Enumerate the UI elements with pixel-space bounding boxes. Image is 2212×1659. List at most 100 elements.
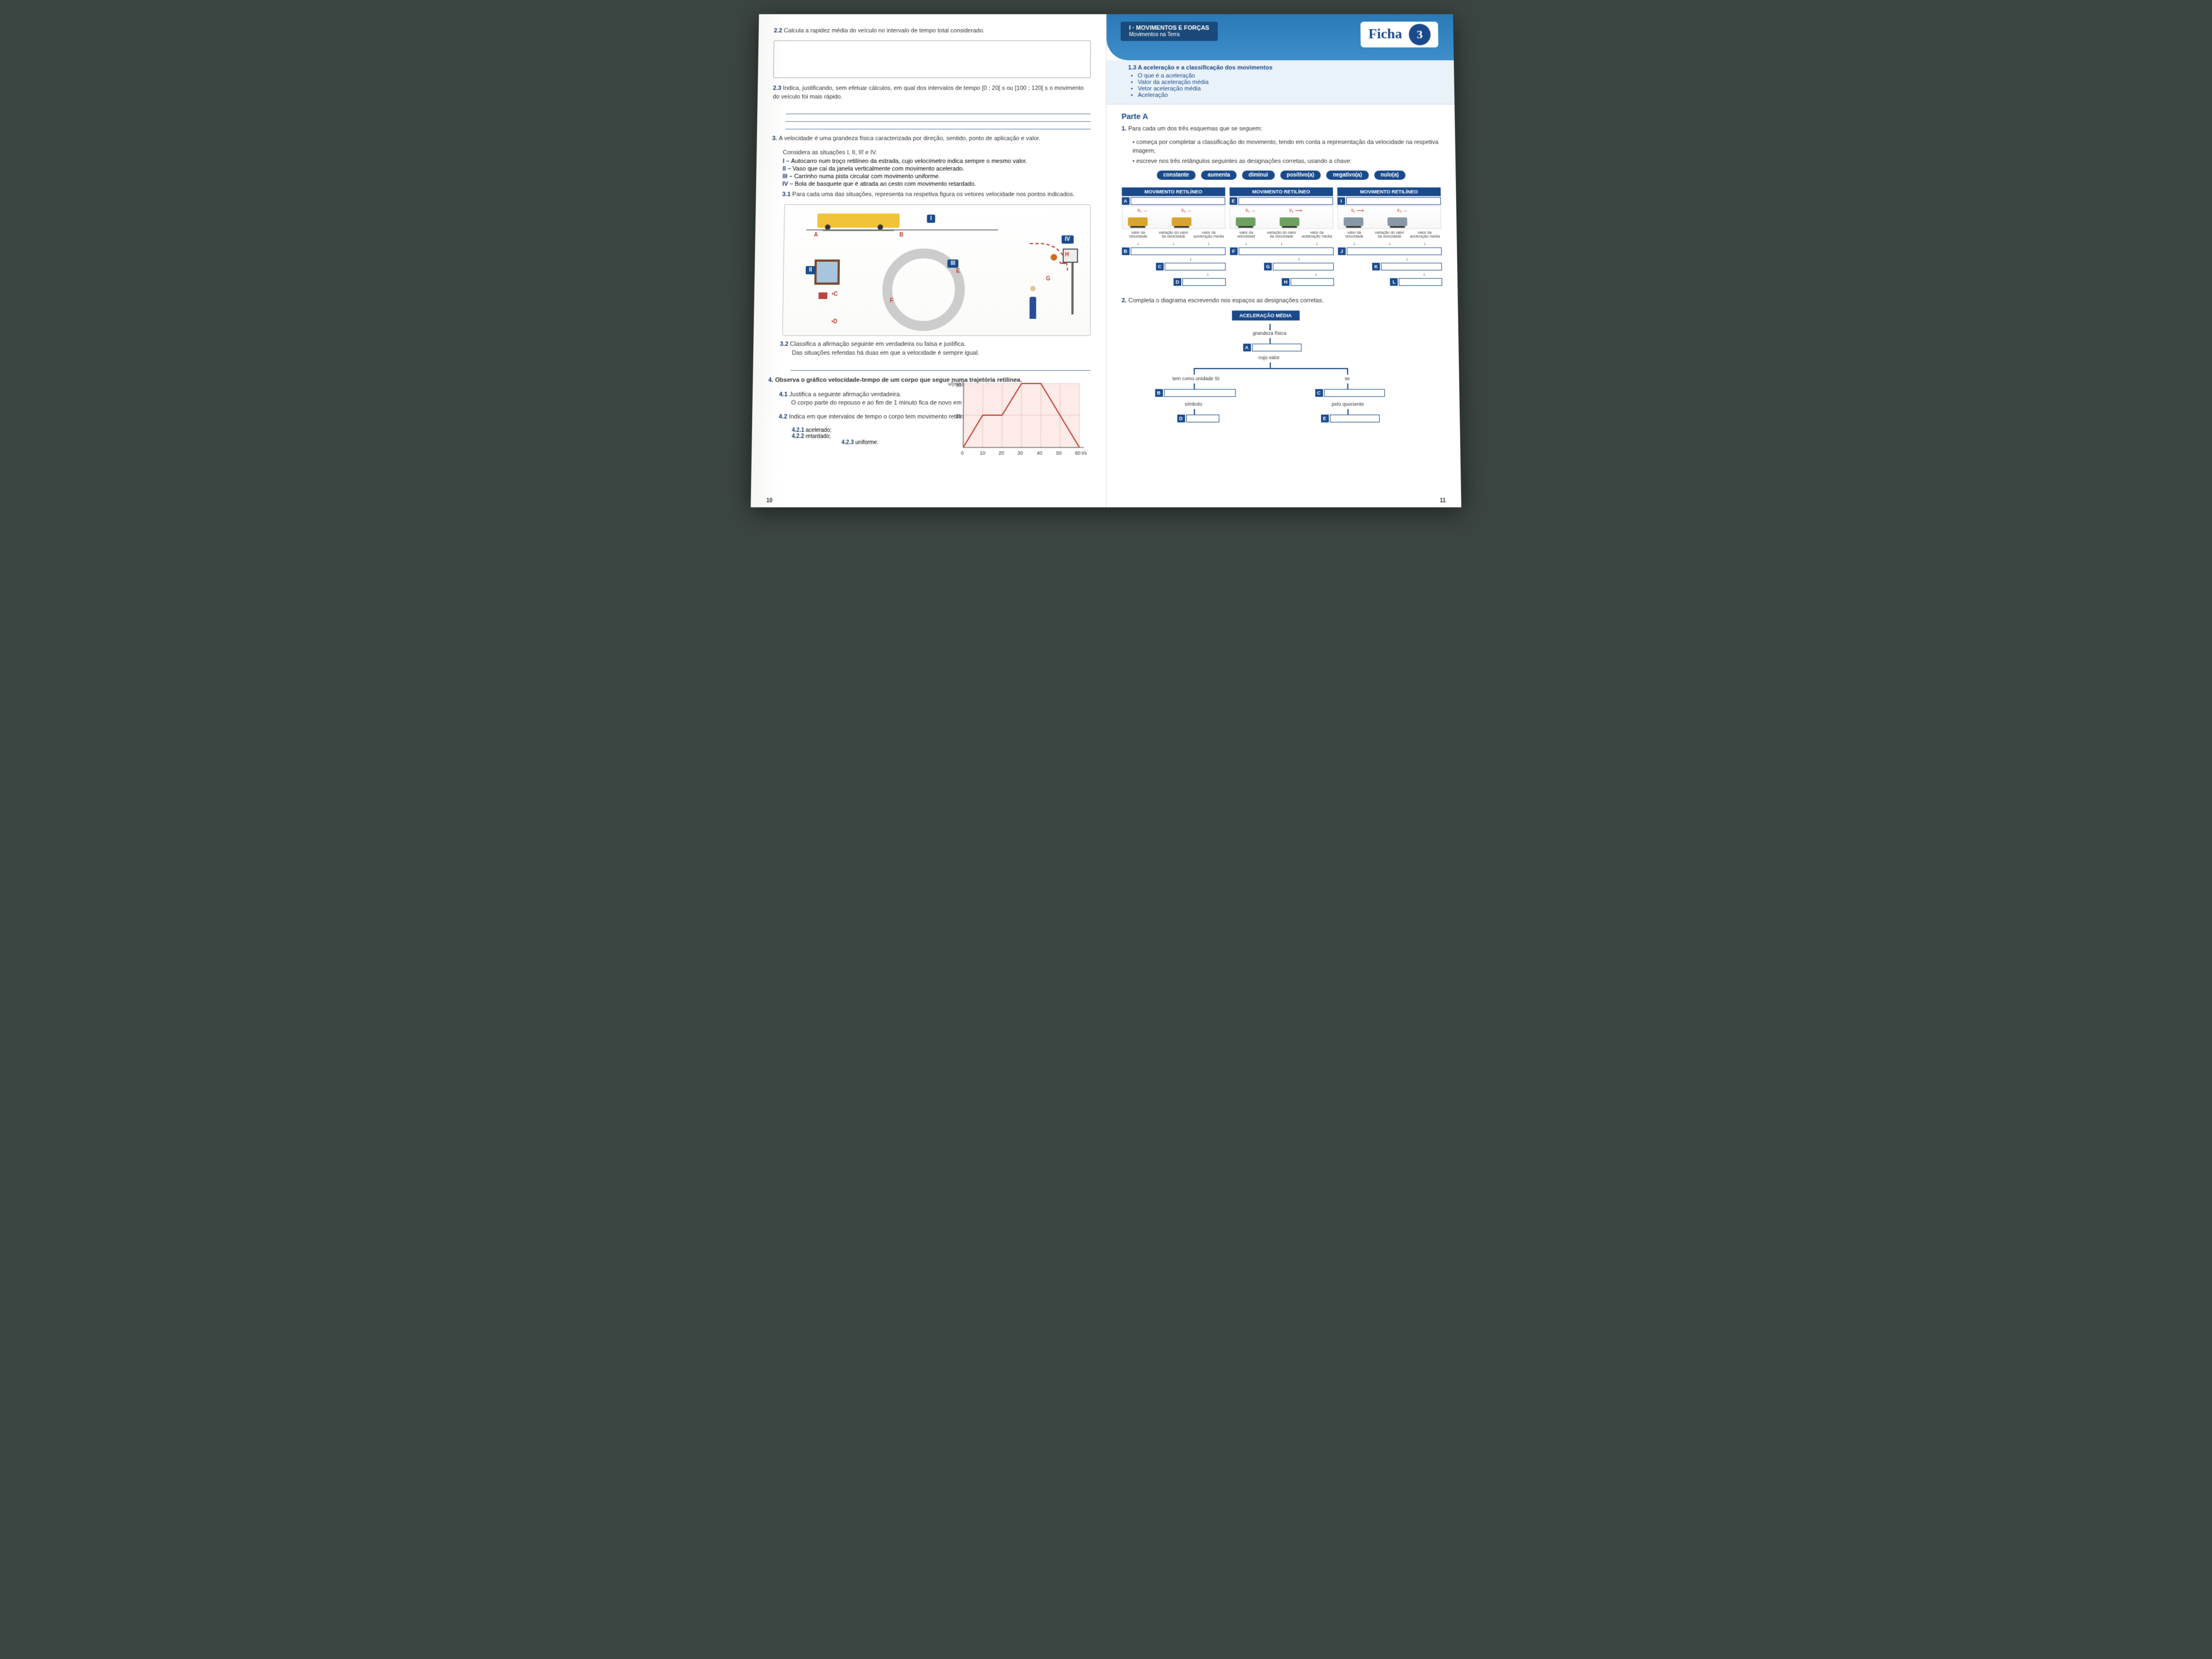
point-H: H: [1065, 252, 1069, 258]
tag-constante: constante: [1156, 170, 1195, 179]
badge-III: III: [947, 259, 958, 268]
velocity-chart: v/(m/s) 30 15 0 10 20 30 40 50 60 t/s: [946, 379, 1091, 462]
blank-E[interactable]: [1238, 197, 1333, 205]
q3-text: A velocidade é uma grandeza física carac…: [779, 136, 1041, 142]
page-number-left: 10: [766, 498, 772, 504]
question-2.2: 2.2 Calcula a rapidez média do veículo n…: [774, 27, 1091, 35]
blank-H[interactable]: [1291, 278, 1334, 286]
situations-list: I – Autocarro num troço retilíneo da est…: [782, 158, 1091, 187]
book-spread: 2.2 Calcula a rapidez média do veículo n…: [751, 14, 1461, 507]
q23-text: Indica, justificando, sem efetuar cálcul…: [773, 85, 1084, 100]
blank-B[interactable]: [1130, 247, 1225, 255]
question-3.2: 3.2 Classifica a afirmação seguinte em v…: [780, 341, 1090, 358]
page-number-right: 11: [1440, 498, 1446, 504]
three-schemas: MOVIMENTO RETILÍNEO A v̄₁ → v̄₂ → valor …: [1121, 187, 1442, 286]
svg-text:30: 30: [1017, 450, 1023, 455]
svg-text:t/s: t/s: [1081, 450, 1087, 455]
question-2.3: 2.3 Indica, justificando, sem efetuar cá…: [773, 84, 1091, 101]
dia-blank-A[interactable]: [1252, 343, 1302, 351]
schema-2: MOVIMENTO RETILÍNEO E v̄₁ → v̄₂ ⟶ valor …: [1229, 187, 1334, 286]
q42-text: Indica em que intervalos de tempo o corp…: [789, 414, 972, 420]
blank-F[interactable]: [1239, 247, 1334, 255]
svg-text:60: 60: [1075, 450, 1080, 455]
q31-text: Para cada uma das situações, representa …: [792, 191, 1075, 198]
badge-II: II: [806, 266, 816, 274]
schema-1: MOVIMENTO RETILÍNEO A v̄₁ → v̄₂ → valor …: [1121, 187, 1226, 286]
falling-pot-icon: [819, 292, 827, 299]
bus-icon: [817, 214, 900, 228]
badge-IV: IV: [1062, 235, 1073, 244]
answer-lines-3.2[interactable]: [791, 363, 1090, 371]
blank-J[interactable]: [1347, 247, 1442, 255]
chapter-header: I · MOVIMENTOS E FORÇAS Movimentos na Te…: [1106, 14, 1453, 60]
svg-text:20: 20: [998, 450, 1004, 455]
ficha-number: 3: [1409, 24, 1431, 45]
svg-text:15: 15: [955, 413, 961, 419]
answer-box-2.2[interactable]: [773, 41, 1091, 78]
schema-3: MOVIMENTO RETILÍNEO I v̄₁ ⟶ v̄₂ → valor …: [1337, 187, 1442, 286]
window-icon: [814, 259, 840, 285]
point-E: E: [956, 268, 960, 274]
tag-nulo: nulo(a): [1374, 170, 1405, 179]
point-B: B: [899, 232, 903, 238]
situation-3: III – Carrinho numa pista circular com m…: [782, 173, 1090, 180]
question-r1: 1. Para cada um dos três esquemas que se…: [1121, 125, 1440, 133]
schema2-figure: v̄₁ → v̄₂ ⟶: [1229, 206, 1333, 229]
svg-text:10: 10: [979, 450, 985, 455]
blank-I[interactable]: [1346, 197, 1441, 205]
right-page: I · MOVIMENTOS E FORÇAS Movimentos na Te…: [1106, 14, 1461, 507]
tag-positivo: positivo(a): [1280, 170, 1321, 179]
q3-sub: Considera as situações I, II, III e IV.: [783, 149, 1091, 157]
point-F: F: [890, 298, 893, 304]
figure-3.1: I A B II •C •D III E F IV G H: [782, 205, 1091, 336]
dia-blank-C[interactable]: [1324, 389, 1385, 397]
schema2-labels: valor da velocidade variação do valor da…: [1229, 231, 1333, 239]
blank-C[interactable]: [1165, 263, 1226, 270]
ficha-badge: Ficha 3: [1361, 22, 1438, 48]
blank-K[interactable]: [1381, 263, 1442, 270]
q32-text: Classifica a afirmação seguinte em verda…: [790, 341, 966, 348]
player-icon: [1025, 286, 1040, 319]
tag-diminui: diminui: [1242, 170, 1274, 179]
dia-blank-E[interactable]: [1330, 415, 1380, 422]
blank-L[interactable]: [1399, 278, 1442, 286]
hoop-icon: [1053, 249, 1075, 314]
q32-sub: Das situações referidas há duas em que a…: [792, 349, 979, 356]
badge-I: I: [927, 215, 935, 223]
dia-header: ACELERAÇÃO MÉDIA: [1232, 311, 1299, 320]
point-A: A: [814, 232, 817, 238]
section-bullets: O que é a aceleração Valor da aceleração…: [1138, 72, 1440, 98]
q22-text: Calcula a rapidez média do veículo no in…: [784, 27, 985, 34]
schema3-labels: valor da velocidade variação do valor da…: [1338, 231, 1441, 239]
tag-negativo: negativo(a): [1326, 170, 1368, 179]
tag-aumenta: aumenta: [1201, 170, 1237, 179]
dia-blank-D[interactable]: [1186, 415, 1220, 422]
left-page: 2.2 Calcula a rapidez média do veículo n…: [751, 14, 1106, 507]
schema3-figure: v̄₁ ⟶ v̄₂ →: [1338, 206, 1441, 229]
svg-text:30: 30: [956, 382, 961, 388]
point-G: G: [1046, 276, 1051, 282]
unit-badge: I · MOVIMENTOS E FORÇAS Movimentos na Te…: [1120, 22, 1218, 41]
situation-1: I – Autocarro num troço retilíneo da est…: [783, 158, 1091, 165]
q41-text: Justifica a seguinte afirmação verdadeir…: [789, 391, 901, 398]
dia-blank-B[interactable]: [1164, 389, 1235, 397]
section-header: 1.3 A aceleração e a classificação dos m…: [1106, 60, 1454, 105]
svg-text:0: 0: [961, 450, 963, 455]
point-C: •C: [832, 291, 838, 297]
parte-a-heading: Parte A: [1121, 112, 1440, 121]
q1-bullet-a: • começa por completar a classificação d…: [1132, 139, 1440, 155]
blank-G[interactable]: [1273, 263, 1334, 270]
blank-D[interactable]: [1182, 278, 1226, 286]
point-D: •D: [831, 319, 837, 325]
schema1-labels: valor da velocidade variação do valor da…: [1121, 231, 1225, 239]
svg-text:50: 50: [1056, 450, 1062, 455]
blank-A[interactable]: [1130, 197, 1225, 205]
chart-svg: v/(m/s) 30 15 0 10 20 30 40 50 60 t/s: [946, 379, 1091, 462]
answer-lines-2.3[interactable]: [786, 107, 1091, 129]
question-3.1: 3.1 Para cada uma das situações, represe…: [782, 191, 1091, 199]
diagram-aceleracao: ACELERAÇÃO MÉDIA grandeza física A cujo …: [1122, 311, 1445, 438]
key-tags: constante aumenta diminui positivo(a) ne…: [1121, 170, 1440, 179]
svg-text:40: 40: [1036, 450, 1042, 455]
situation-4: IV – Bola de basquete que é atirada ao c…: [782, 181, 1091, 188]
schema1-figure: v̄₁ → v̄₂ →: [1121, 206, 1225, 229]
